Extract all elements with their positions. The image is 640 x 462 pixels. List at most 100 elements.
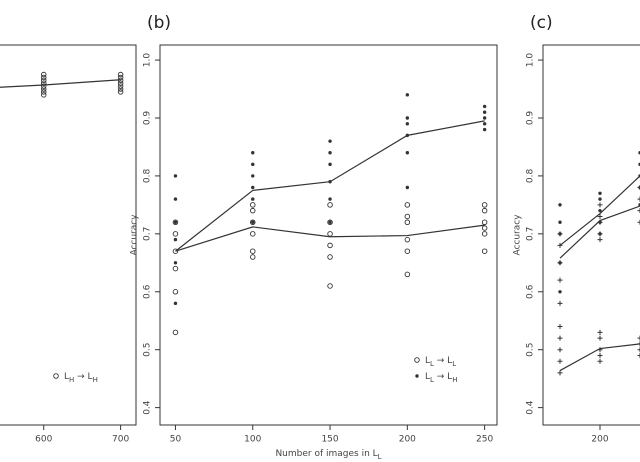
point	[482, 122, 487, 126]
point	[597, 352, 603, 358]
y-tick-label: 0.8	[143, 168, 153, 183]
point	[481, 219, 488, 226]
point	[481, 202, 488, 208]
point	[327, 202, 333, 208]
point	[597, 329, 603, 335]
plot-area	[0, 71, 124, 98]
legend-label-part: → L	[74, 372, 92, 382]
point	[597, 213, 603, 219]
legend-label-sub: L	[452, 360, 456, 368]
point	[327, 219, 333, 226]
y-axis-label: Accuracy	[513, 214, 523, 256]
point	[404, 219, 411, 226]
y-axis-label: Accuracy	[130, 214, 140, 256]
point	[598, 208, 602, 213]
point	[597, 237, 603, 243]
point	[637, 335, 640, 341]
point	[405, 116, 410, 120]
legend-label-part: L	[425, 372, 430, 382]
point	[117, 80, 124, 86]
x-tick-label: 150	[321, 435, 338, 445]
legend-label-part: → L	[434, 356, 452, 366]
y-tick-label: 0.9	[143, 111, 153, 126]
point	[117, 71, 124, 78]
point	[172, 248, 179, 254]
point	[414, 357, 420, 363]
panel-title: (c)	[530, 13, 553, 33]
point	[250, 248, 256, 254]
y-tick-label: 0.5	[143, 343, 153, 357]
point	[557, 242, 563, 248]
point	[250, 219, 256, 226]
point	[597, 219, 603, 225]
plot-frame	[0, 44, 137, 426]
point	[172, 219, 179, 226]
point	[405, 122, 410, 126]
point	[251, 162, 255, 167]
point	[173, 237, 178, 242]
y-tick-label: 0.4	[143, 400, 153, 415]
point	[482, 116, 487, 120]
point	[251, 185, 255, 190]
legend-label: LL → LH	[425, 372, 457, 385]
legend-label-sub: H	[452, 376, 457, 384]
point	[173, 261, 178, 265]
point	[557, 370, 563, 376]
y-tick-label: 0.5	[526, 343, 536, 357]
point	[557, 358, 563, 364]
x-axis-label-part: Number of images in L	[275, 449, 377, 459]
point	[251, 197, 255, 201]
point	[327, 254, 333, 260]
point	[597, 335, 603, 341]
legend-label-sub: L	[430, 360, 434, 368]
point	[557, 347, 563, 353]
legend-label-sub: L	[430, 376, 434, 384]
point	[637, 196, 640, 202]
point	[597, 202, 603, 208]
point	[637, 347, 640, 353]
y-tick-label: 0.4	[526, 400, 536, 415]
point	[250, 207, 256, 214]
point	[251, 174, 255, 178]
point	[327, 231, 333, 237]
point	[117, 89, 124, 95]
point	[327, 283, 333, 289]
plot-frame	[542, 44, 640, 426]
point	[40, 74, 47, 81]
legend-label: LH → LH	[64, 372, 98, 385]
point	[637, 208, 640, 214]
point	[404, 213, 411, 220]
point	[558, 220, 562, 224]
point	[40, 80, 47, 86]
x-tick-label: 600	[35, 435, 52, 445]
y-tick-label: 1.0	[526, 53, 536, 68]
point	[172, 289, 179, 295]
y-tick-label: 0.8	[526, 168, 536, 183]
point	[173, 174, 178, 178]
plot-frame	[159, 44, 498, 426]
plot-area	[557, 151, 640, 376]
point	[597, 347, 603, 353]
point	[481, 248, 488, 254]
point	[117, 83, 124, 89]
y-tick-label: 0.7	[143, 227, 153, 241]
point	[482, 104, 487, 109]
point	[637, 352, 640, 358]
series-line	[175, 224, 485, 252]
legend-label: LL → LL	[425, 356, 456, 369]
point	[637, 185, 640, 190]
point	[328, 197, 332, 201]
point	[405, 185, 410, 190]
plot-area	[172, 93, 488, 336]
panel-title: (b)	[147, 13, 171, 33]
point	[173, 197, 178, 201]
point	[328, 162, 332, 167]
point	[40, 92, 47, 98]
point	[173, 301, 178, 306]
x-axis-label-sub: L	[378, 453, 382, 461]
point	[251, 151, 255, 155]
y-tick-label: 0.7	[526, 227, 536, 241]
point	[328, 220, 332, 224]
point	[250, 231, 256, 237]
